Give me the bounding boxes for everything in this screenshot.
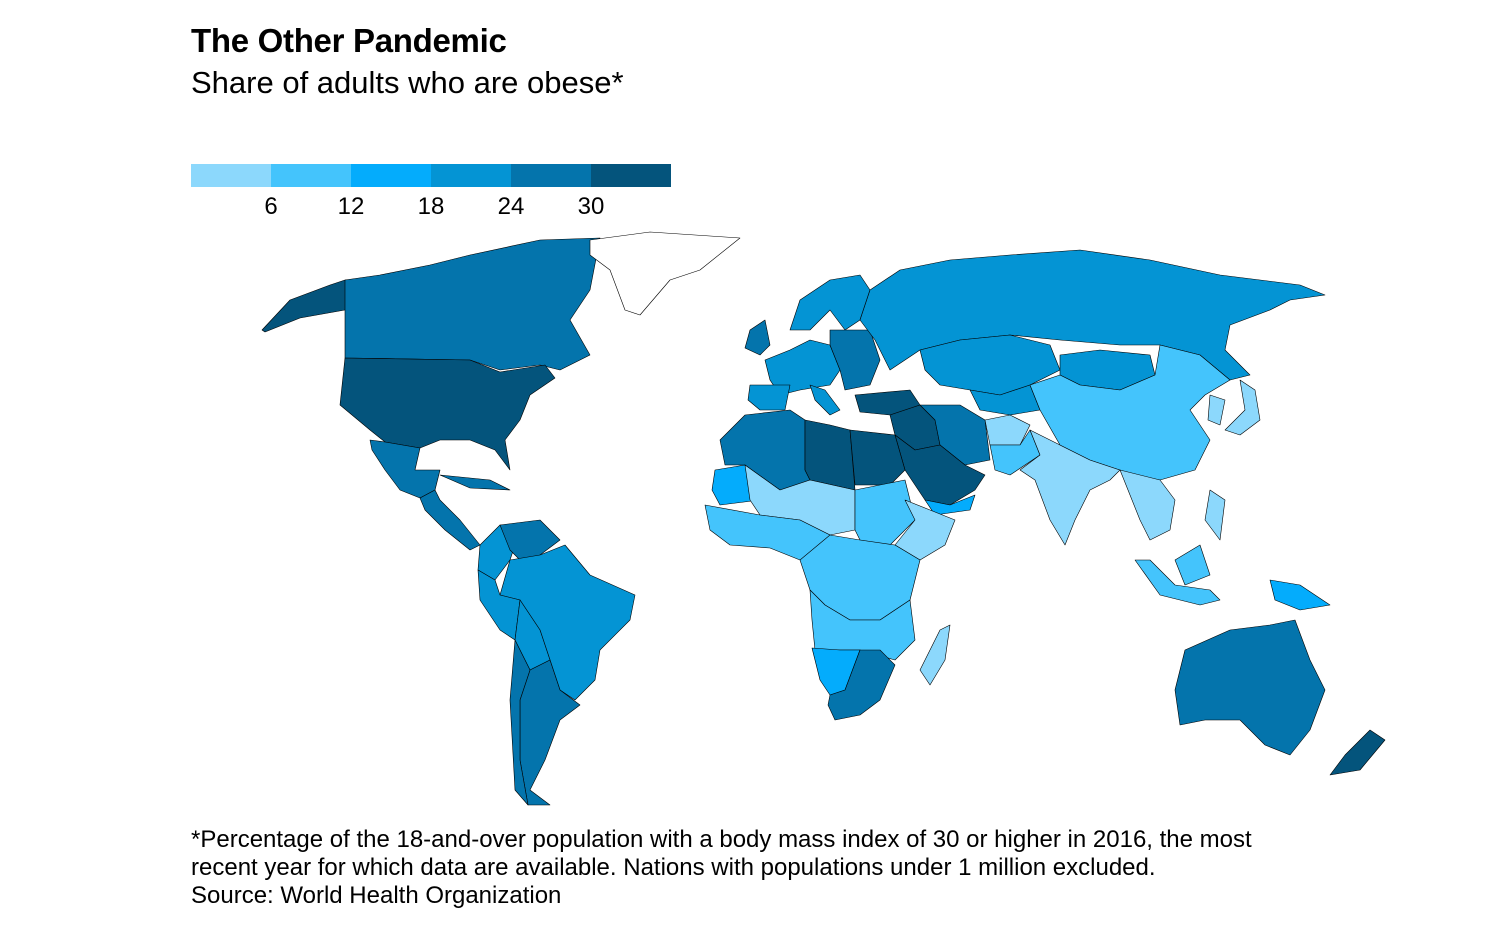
chart-title: The Other Pandemic bbox=[191, 22, 507, 59]
legend-tick-label: 18 bbox=[417, 193, 445, 220]
region-scandinavia bbox=[789, 274, 871, 331]
legend-swatch-2 bbox=[351, 164, 431, 187]
region-philippines bbox=[1204, 489, 1226, 541]
chart-subtitle: Share of adults who are obese* bbox=[191, 65, 624, 100]
region-italy bbox=[809, 384, 841, 416]
region-central-america bbox=[419, 489, 481, 551]
region-borneo bbox=[1174, 544, 1211, 586]
region-egypt bbox=[849, 429, 906, 486]
region-saudi-arabia bbox=[894, 434, 986, 506]
source-note: Source: World Health Organization bbox=[191, 882, 562, 909]
legend-tick-label: 6 bbox=[264, 193, 278, 220]
region-papua-new-guinea bbox=[1269, 579, 1331, 611]
region-new-zealand bbox=[1329, 729, 1386, 776]
legend-swatch-4 bbox=[511, 164, 591, 187]
region-united-states bbox=[339, 357, 556, 471]
region-libya bbox=[804, 419, 856, 491]
region-southeast-asia bbox=[1119, 469, 1176, 541]
region-australia bbox=[1174, 619, 1326, 756]
legend-swatch-1 bbox=[271, 164, 351, 187]
legend-swatch-0 bbox=[191, 164, 271, 187]
legend-swatch-5 bbox=[591, 164, 671, 187]
region-cuba bbox=[439, 474, 511, 491]
region-sumatra-java bbox=[1134, 559, 1221, 606]
region-sahel bbox=[744, 464, 856, 536]
region-chile bbox=[509, 639, 531, 806]
region-madagascar bbox=[919, 624, 951, 686]
legend bbox=[191, 164, 671, 187]
footnote-line-2: recent year for which data are available… bbox=[191, 854, 1156, 881]
region-iberia bbox=[747, 384, 791, 411]
legend-tick-label: 12 bbox=[337, 193, 365, 220]
region-eastern-europe bbox=[829, 329, 881, 391]
region-greenland bbox=[589, 231, 741, 316]
region-uk-ireland bbox=[744, 319, 771, 356]
region-canada bbox=[344, 237, 601, 371]
region-japan bbox=[1224, 379, 1261, 436]
legend-tick-label: 30 bbox=[577, 193, 605, 220]
footnote-line-1: *Percentage of the 18-and-over populatio… bbox=[191, 826, 1252, 853]
region-southern-central-africa bbox=[809, 589, 916, 661]
region-korea bbox=[1207, 394, 1226, 426]
region-horn-of-africa bbox=[894, 499, 956, 561]
region-iran bbox=[919, 404, 991, 466]
region-afghanistan bbox=[984, 414, 1031, 446]
legend-swatch-3 bbox=[431, 164, 511, 187]
region-south-africa bbox=[827, 649, 896, 721]
legend-tick-label: 24 bbox=[497, 193, 525, 220]
region-mexico bbox=[369, 439, 441, 499]
